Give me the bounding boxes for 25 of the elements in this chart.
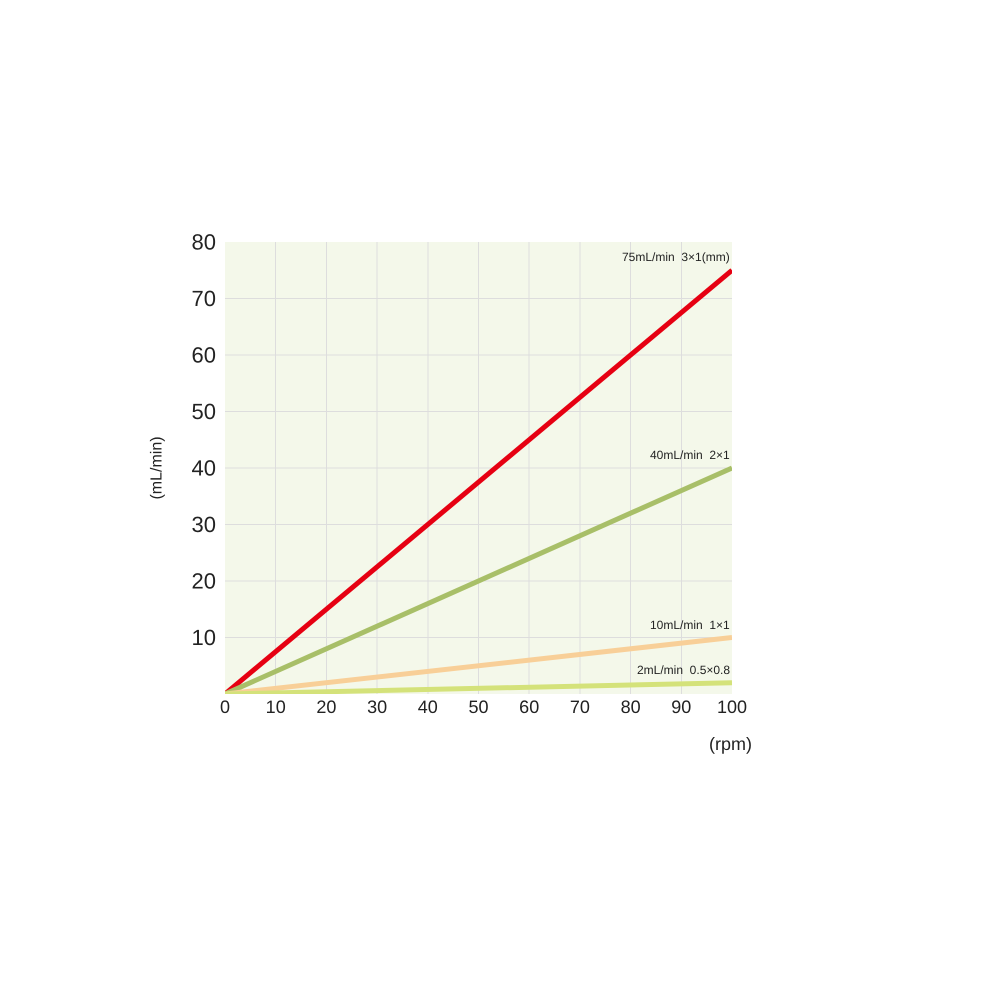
series-label: 75mL/min 3×1(mm) <box>622 250 730 264</box>
x-tick-label: 0 <box>220 697 230 717</box>
x-tick-label: 70 <box>570 697 590 717</box>
x-tick-label: 10 <box>266 697 286 717</box>
y-axis-title: (mL/min) <box>148 436 166 500</box>
x-tick-label: 30 <box>367 697 388 717</box>
y-tick-label: 10 <box>192 625 216 650</box>
x-tick-label: 60 <box>519 697 540 717</box>
x-axis-title: (rpm) <box>709 734 752 754</box>
y-tick-label: 70 <box>192 286 216 312</box>
y-tick-label: 40 <box>192 456 216 481</box>
y-tick-label: 50 <box>192 399 216 424</box>
x-tick-label: 80 <box>620 697 641 717</box>
y-tick-label: 20 <box>192 568 216 594</box>
x-tick-label: 40 <box>418 697 438 717</box>
y-tick-label: 80 <box>192 230 216 255</box>
y-tick-label: 30 <box>192 512 216 538</box>
x-tick-label: 20 <box>316 697 336 717</box>
y-tick-label: 60 <box>192 342 216 368</box>
series-label: 40mL/min 2×1 <box>650 448 730 462</box>
x-tick-label: 50 <box>468 697 489 717</box>
x-tick-label: 90 <box>671 697 692 717</box>
series-label: 10mL/min 1×1 <box>650 618 730 632</box>
x-tick-label: 100 <box>716 697 748 717</box>
series-label: 2mL/min 0.5×0.8 <box>637 663 730 677</box>
